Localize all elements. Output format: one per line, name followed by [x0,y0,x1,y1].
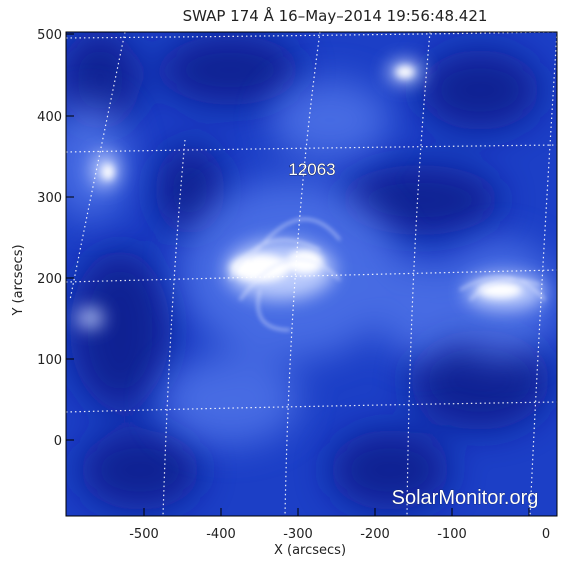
solarmonitor-watermark: SolarMonitor.org [392,487,539,509]
active-region-label: 12063 [288,160,335,179]
plot-frame [65,31,558,517]
x-tick-label: 0 [542,527,550,542]
x-tick-label: -400 [206,527,236,542]
figure-title: SWAP 174 Å 16–May–2014 19:56:48.421 [183,6,488,25]
y-tick-label: 100 [37,353,62,368]
y-tick-label: 200 [37,272,62,287]
x-tick-label: -100 [437,527,467,542]
y-axis-label: Y (arcsecs) [11,244,26,316]
x-tick-label: -300 [283,527,313,542]
y-tick-label: 300 [37,191,62,206]
heliographic-grid [66,32,557,516]
x-tick-label: -500 [129,527,159,542]
x-tick-labels: -500 -400 -300 -200 -100 0 [129,527,550,542]
swap-euv-image [66,32,557,516]
y-tick-labels: 500 400 300 200 100 0 [37,28,62,449]
x-axis [143,508,530,516]
y-tick-label: 400 [37,110,62,125]
x-axis-label: X (arcsecs) [274,543,346,558]
y-tick-label: 500 [37,28,62,43]
y-axis [66,33,74,441]
y-tick-label: 0 [54,434,62,449]
x-tick-label: -200 [360,527,390,542]
